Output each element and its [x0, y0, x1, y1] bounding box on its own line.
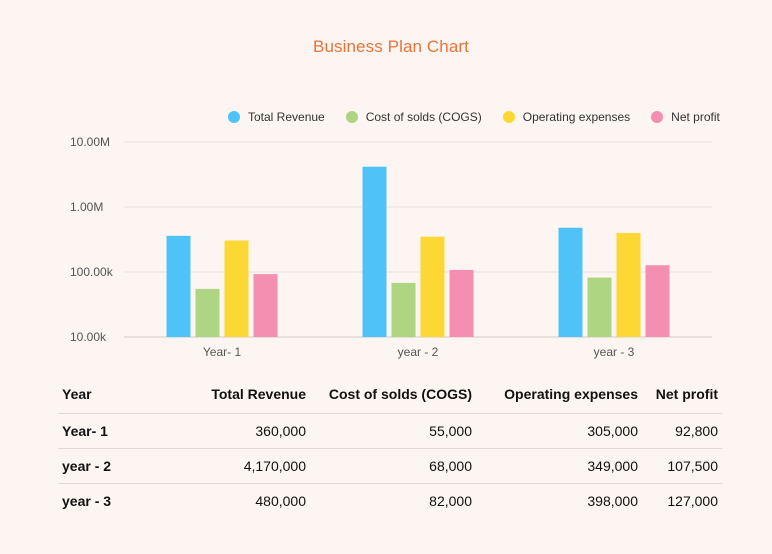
- legend-item-net-profit[interactable]: Net profit: [651, 110, 720, 124]
- bar: [420, 236, 445, 337]
- header-cogs: Cost of solds (COGS): [310, 375, 476, 414]
- bar: [362, 166, 387, 337]
- bar: [166, 235, 191, 337]
- legend-label-cogs: Cost of solds (COGS): [365, 110, 482, 124]
- header-total-revenue: Total Revenue: [162, 375, 310, 414]
- cell-net-profit: 107,500: [642, 448, 722, 484]
- chart-title: Business Plan Chart: [313, 37, 469, 56]
- bar: [224, 240, 249, 337]
- legend-marker-total-revenue: [228, 111, 240, 123]
- cell-cogs: 82,000: [429, 493, 472, 509]
- chart-legend: Total Revenue Cost of solds (COGS) Opera…: [228, 110, 720, 124]
- bar: [253, 274, 278, 337]
- x-tick-label: year - 3: [594, 345, 635, 359]
- bar: [587, 277, 612, 337]
- header-operating-expenses: Operating expenses: [476, 375, 642, 414]
- cell-total-revenue: 360,000: [162, 413, 310, 449]
- cell-total-revenue: 4,170,000: [162, 448, 310, 484]
- legend-item-cogs[interactable]: Cost of solds (COGS): [345, 110, 482, 124]
- bar: [616, 233, 641, 337]
- legend-item-total-revenue[interactable]: Total Revenue: [228, 110, 325, 124]
- legend-item-operating-expenses[interactable]: Operating expenses: [502, 110, 631, 124]
- cell-year: Year- 1: [58, 413, 162, 449]
- y-tick-label: 10.00M: [70, 135, 110, 149]
- cell-operating-expenses: 349,000: [476, 448, 642, 484]
- cell-operating-expenses: 305,000: [476, 413, 642, 449]
- bar: [558, 227, 583, 337]
- bar-chart: 10.00M 1.00M 100.00k 10.00k Year- 1 year - 2 y…: [70, 135, 712, 359]
- table-row: Year- 1 360,000 55,000 305,000 92,800: [58, 413, 722, 449]
- table-row: year - 3 480,000 82,000 398,000 127,000: [58, 484, 722, 519]
- table-header-row: Year Total Revenue Cost of solds (COGS) …: [58, 375, 722, 414]
- bar: [645, 265, 670, 337]
- cell-total-revenue: 480,000: [255, 493, 306, 509]
- header-year: Year: [58, 375, 162, 414]
- legend-marker-operating-expenses: [502, 111, 515, 123]
- legend-label-operating-expenses: Operating expenses: [522, 110, 631, 124]
- header-net-profit: Net profit: [642, 375, 722, 414]
- bar: [449, 269, 474, 337]
- cell-cogs: 68,000: [310, 448, 476, 484]
- cell-year: year - 3: [62, 493, 112, 509]
- bar: [195, 288, 220, 337]
- cell-operating-expenses: 398,000: [587, 493, 638, 509]
- y-tick-label: 1.00M: [70, 200, 103, 214]
- x-tick-label: year - 2: [398, 345, 439, 359]
- y-tick-label: 100.00k: [70, 265, 114, 279]
- cell-year: year - 2: [58, 448, 162, 484]
- legend-marker-net-profit: [651, 111, 664, 123]
- legend-marker-cogs: [345, 111, 358, 123]
- legend-label-net-profit: Net profit: [671, 110, 720, 124]
- cell-net-profit: 127,000: [667, 493, 718, 509]
- legend-label-total-revenue: Total Revenue: [248, 110, 325, 124]
- cell-net-profit: 92,800: [642, 413, 722, 449]
- table-row: year - 2 4,170,000 68,000 349,000 107,50…: [58, 448, 722, 484]
- cell-cogs: 55,000: [310, 413, 476, 449]
- y-tick-label: 10.00k: [70, 330, 107, 344]
- x-tick-label: Year- 1: [203, 345, 242, 359]
- data-table: Year Total Revenue Cost of solds (COGS) …: [58, 375, 722, 518]
- bar: [391, 282, 416, 337]
